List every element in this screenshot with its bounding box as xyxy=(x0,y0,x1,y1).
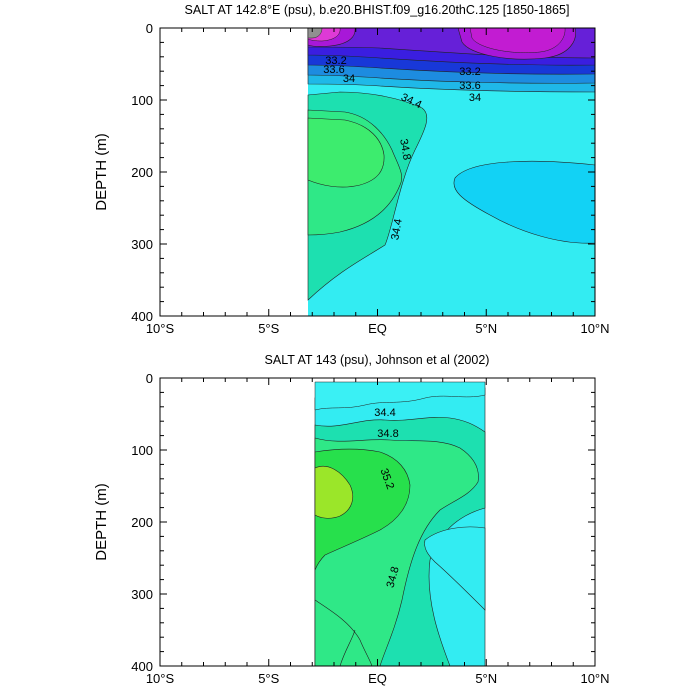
x-tick-label: EQ xyxy=(368,671,387,686)
y-tick-label: 0 xyxy=(146,21,153,36)
panel-top: SALT AT 142.8°E (psu), b.e20.BHIST.f09_g… xyxy=(93,3,610,336)
contour-label: 33.6 xyxy=(459,80,480,92)
contour-bot-deep-1 xyxy=(314,599,373,666)
contour-label: 33.2 xyxy=(325,55,346,67)
x-tick-label: 5°N xyxy=(475,671,497,686)
axes-top: 10°S 5°S EQ 5°N 10°N 0 100 200 300 400 xyxy=(131,21,609,336)
y-tick-label: 300 xyxy=(131,237,153,252)
x-tick-label: 5°S xyxy=(258,671,279,686)
contour-label: 34.8 xyxy=(385,565,402,589)
y-tick-label: 100 xyxy=(131,443,153,458)
x-tick-label: 10°N xyxy=(580,321,609,336)
region-top-fresh-north-core xyxy=(469,28,566,53)
y-axis-label-bottom: DEPTH (m) xyxy=(93,483,110,561)
y-tick-label: 0 xyxy=(146,371,153,386)
region-bot-35_4 xyxy=(314,465,353,519)
contour-label: 34.8 xyxy=(377,428,398,440)
y-axis-label-top: DEPTH (m) xyxy=(93,133,110,211)
contour-label: 34.8 xyxy=(397,138,413,161)
chart-title-bottom: SALT AT 143 (psu), Johnson et al (2002) xyxy=(265,353,490,367)
region-top-core xyxy=(307,117,385,188)
contour-field-top xyxy=(307,28,595,316)
x-tick-label: 5°N xyxy=(475,321,497,336)
y-tick-label: 300 xyxy=(131,587,153,602)
region-bot-surface xyxy=(314,381,486,411)
y-tick-label: 200 xyxy=(131,515,153,530)
region-bot-deep-pool xyxy=(424,526,486,611)
region-top-fresh-pool xyxy=(453,160,595,244)
contour-labels-bottom: 34.4 34.8 35.2 34.8 xyxy=(374,407,401,589)
x-tick-label: EQ xyxy=(368,321,387,336)
contour-field-bottom xyxy=(314,381,486,666)
contour-label: 33.2 xyxy=(459,66,480,78)
contour-label: 34 xyxy=(469,92,481,104)
y-tick-label: 200 xyxy=(131,165,153,180)
contour-label: 33.6 xyxy=(323,64,344,76)
x-tick-label: 5°S xyxy=(258,321,279,336)
x-tick-label: 10°S xyxy=(146,671,175,686)
contour-label: 34.4 xyxy=(374,407,395,419)
y-tick-label: 400 xyxy=(131,659,153,674)
x-tick-label: 10°S xyxy=(146,321,175,336)
y-tick-label: 400 xyxy=(131,309,153,324)
contour-label: 34.4 xyxy=(389,218,405,241)
axes-bottom: 10°S 5°S EQ 5°N 10°N 0 100 200 300 400 xyxy=(131,371,609,686)
contour-label: 34 xyxy=(343,73,355,85)
x-tick-label: 10°N xyxy=(580,671,609,686)
panel-bottom: SALT AT 143 (psu), Johnson et al (2002) … xyxy=(93,353,610,686)
chart-title-top: SALT AT 142.8°E (psu), b.e20.BHIST.f09_g… xyxy=(185,3,570,17)
contour-bot-deep-2 xyxy=(339,629,356,666)
y-tick-label: 100 xyxy=(131,93,153,108)
